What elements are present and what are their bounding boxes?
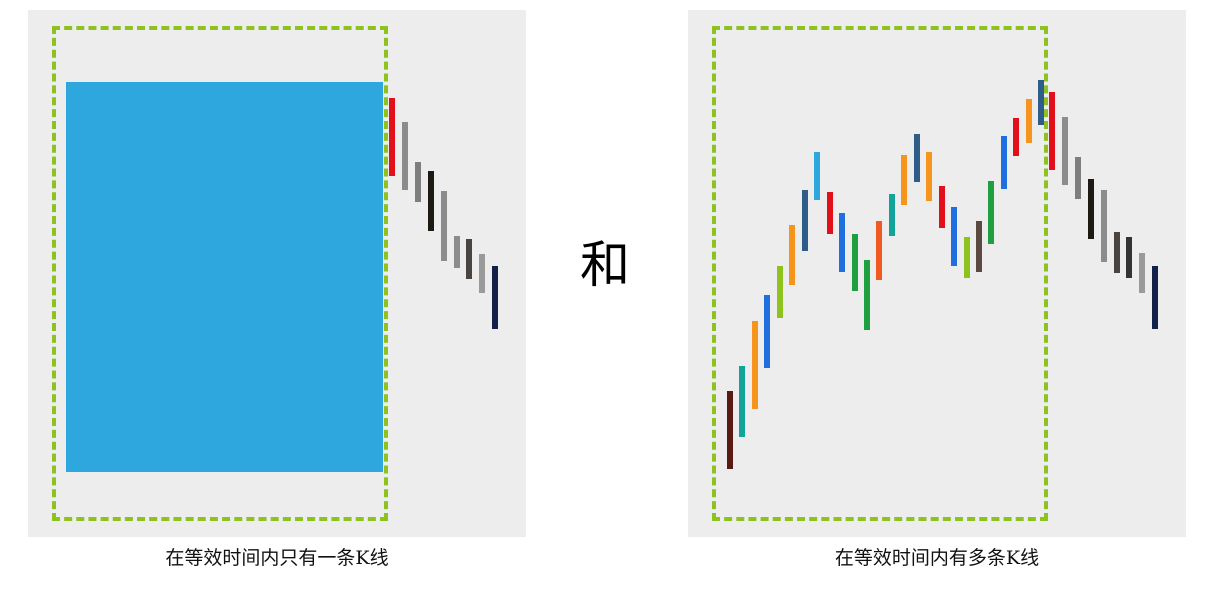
candle-bar	[1087, 179, 1094, 239]
candle-bar	[764, 295, 771, 368]
left-panel	[28, 10, 526, 537]
candle-bar	[414, 162, 421, 202]
candle-bar	[1061, 117, 1068, 185]
candle-bar	[1126, 237, 1133, 278]
candle-bar	[913, 134, 920, 182]
candle-bar	[938, 186, 945, 228]
right-caption: 在等效时间内有多条K线	[834, 547, 1040, 569]
right-panel	[688, 10, 1186, 537]
candle-bar	[453, 236, 460, 268]
candle-bar	[1152, 266, 1159, 329]
candle-bar	[851, 234, 858, 291]
candle-bar	[427, 171, 434, 231]
candle-bar	[888, 194, 895, 236]
candle-bar	[926, 152, 933, 201]
candle-bar	[1049, 92, 1055, 170]
single-candle-block	[66, 82, 383, 472]
candle-bar	[789, 225, 796, 285]
candle-bar	[727, 391, 733, 469]
candle-bar	[492, 266, 499, 329]
connector-text: 和	[580, 236, 630, 294]
candle-bar	[389, 98, 395, 176]
candle-bar	[739, 366, 746, 437]
candle-bar	[1000, 136, 1007, 189]
candle-bar	[1025, 99, 1032, 143]
candle-bar	[876, 221, 883, 280]
candle-bar	[1113, 232, 1120, 273]
candle-bar	[951, 207, 958, 266]
candle-bar	[976, 221, 982, 272]
candle-bar	[901, 155, 908, 205]
candle-bar	[1013, 118, 1020, 156]
candle-bar	[801, 190, 808, 251]
candle-bar	[1100, 190, 1107, 262]
candle-bar	[963, 237, 970, 278]
candle-bar	[1038, 80, 1045, 125]
candle-bar	[988, 181, 995, 244]
candle-bar	[440, 191, 447, 261]
candle-bar	[814, 152, 821, 200]
candle-bar	[466, 239, 473, 279]
candle-bar	[479, 254, 486, 293]
candle-bar	[863, 260, 870, 330]
candle-bar	[1139, 253, 1146, 293]
candle-bar	[839, 213, 846, 272]
candle-bar	[401, 122, 408, 190]
candle-bar	[826, 192, 833, 234]
candle-bar	[776, 266, 783, 318]
candle-bar	[1074, 157, 1081, 199]
left-caption: 在等效时间内只有一条K线	[165, 547, 389, 569]
candle-bar	[751, 321, 758, 409]
